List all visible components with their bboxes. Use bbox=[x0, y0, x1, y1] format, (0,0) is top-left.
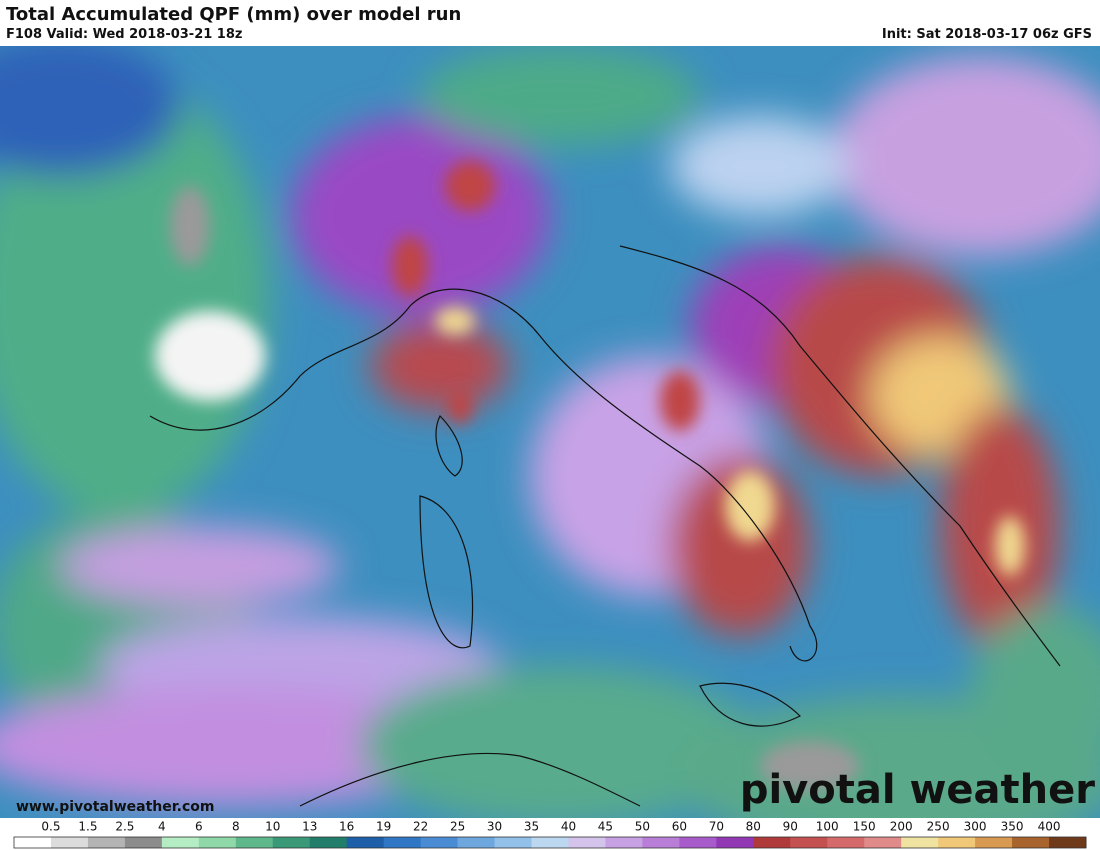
colorbar-label: 200 bbox=[890, 820, 913, 834]
colorbar-swatch bbox=[975, 837, 1013, 848]
colorbar-swatch bbox=[383, 837, 422, 848]
colorbar-swatch bbox=[272, 837, 311, 848]
colorbar-swatch bbox=[1012, 837, 1050, 848]
colorbar-frame bbox=[13, 836, 1087, 849]
colorbar-label: 150 bbox=[853, 820, 876, 834]
colorbar: 0.5 1.5 2.5 4 6 8 10 13 16 19 22 25 30 35 40 45 50 60 70 80… bbox=[13, 820, 1087, 849]
colorbar-label: 300 bbox=[964, 820, 987, 834]
precip-detail bbox=[155, 161, 1025, 791]
colorbar-label: 100 bbox=[816, 820, 839, 834]
colorbar-label: 80 bbox=[746, 820, 761, 834]
colorbar-label: 10 bbox=[265, 820, 280, 834]
colorbar-swatch bbox=[87, 837, 126, 848]
colorbar-swatch bbox=[642, 837, 680, 848]
colorbar-swatch bbox=[568, 837, 606, 848]
colorbar-label: 6 bbox=[195, 820, 203, 834]
colorbar-swatch bbox=[235, 837, 274, 848]
colorbar-label: 1.5 bbox=[78, 820, 97, 834]
colorbar-swatch bbox=[679, 837, 717, 848]
colorbar-label: 90 bbox=[783, 820, 798, 834]
colorbar-label: 250 bbox=[927, 820, 950, 834]
colorbar-label: 50 bbox=[635, 820, 650, 834]
colorbar-label: 35 bbox=[524, 820, 539, 834]
colorbar-swatch bbox=[864, 837, 902, 848]
colorbar-label: 16 bbox=[339, 820, 354, 834]
colorbar-swatch bbox=[716, 837, 754, 848]
logo: pivotal weather bbox=[740, 767, 1095, 813]
colorbar-swatch bbox=[827, 837, 865, 848]
colorbar-swatch bbox=[50, 837, 89, 848]
colorbar-label: 13 bbox=[302, 820, 317, 834]
colorbar-swatch bbox=[420, 837, 459, 848]
colorbar-swatch bbox=[198, 837, 237, 848]
map-title: Total Accumulated QPF (mm) over model ru… bbox=[6, 4, 462, 25]
colorbar-swatch bbox=[753, 837, 791, 848]
colorbar-swatch bbox=[531, 837, 569, 848]
colorbar-swatch bbox=[346, 837, 385, 848]
colorbar-swatch bbox=[494, 837, 533, 848]
colorbar-swatch bbox=[605, 837, 643, 848]
colorbar-swatch bbox=[309, 837, 348, 848]
colorbar-label: 22 bbox=[413, 820, 428, 834]
colorbar-swatch bbox=[14, 837, 52, 848]
colorbar-label: 0.5 bbox=[41, 820, 60, 834]
colorbar-swatch bbox=[1049, 837, 1087, 848]
colorbar-label: 19 bbox=[376, 820, 391, 834]
colorbar-label: 4 bbox=[158, 820, 166, 834]
colorbar-label: 70 bbox=[709, 820, 724, 834]
colorbar-label: 8 bbox=[232, 820, 240, 834]
colorbar-swatch bbox=[457, 837, 496, 848]
colorbar-label: 25 bbox=[450, 820, 465, 834]
colorbar-label: 350 bbox=[1001, 820, 1024, 834]
coastlines bbox=[149, 245, 1061, 807]
website: www.pivotalweather.com bbox=[16, 799, 215, 815]
colorbar-label: 400 bbox=[1038, 820, 1061, 834]
colorbar-label: 45 bbox=[598, 820, 613, 834]
colorbar-swatch bbox=[790, 837, 828, 848]
colorbar-swatch bbox=[901, 837, 939, 848]
colorbar-swatch bbox=[124, 837, 163, 848]
colorbar-swatch bbox=[938, 837, 976, 848]
valid-time: F108 Valid: Wed 2018-03-21 18z bbox=[6, 27, 243, 42]
precip-field bbox=[0, 46, 1100, 818]
qpf-map: www.pivotalweather.com pivotal weather bbox=[0, 46, 1100, 818]
init-time: Init: Sat 2018-03-17 06z GFS bbox=[881, 27, 1092, 42]
colorbar-label: 2.5 bbox=[115, 820, 134, 834]
colorbar-label: 30 bbox=[487, 820, 502, 834]
colorbar-swatch bbox=[161, 837, 200, 848]
colorbar-label: 60 bbox=[672, 820, 687, 834]
colorbar-label: 40 bbox=[561, 820, 576, 834]
